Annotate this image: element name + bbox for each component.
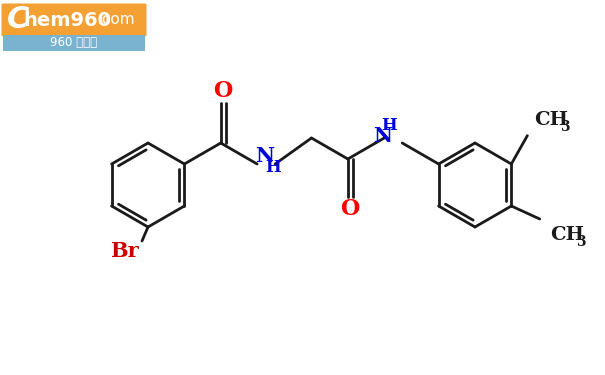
Text: .com: .com: [97, 12, 135, 27]
Text: O: O: [340, 198, 359, 220]
Text: H: H: [381, 117, 397, 135]
Text: 3: 3: [560, 120, 570, 134]
Text: CH: CH: [534, 111, 568, 129]
Text: CH: CH: [550, 226, 584, 244]
Bar: [3, 35, 145, 51]
Text: hem960: hem960: [23, 10, 111, 30]
Text: 960 化工网: 960 化工网: [50, 36, 97, 50]
Text: O: O: [213, 80, 232, 102]
Text: N: N: [373, 126, 392, 146]
FancyBboxPatch shape: [1, 3, 146, 36]
Text: Br: Br: [110, 241, 139, 261]
Text: 3: 3: [576, 235, 586, 249]
Text: N: N: [255, 146, 275, 166]
Text: C: C: [7, 6, 30, 34]
Text: H: H: [265, 159, 281, 176]
